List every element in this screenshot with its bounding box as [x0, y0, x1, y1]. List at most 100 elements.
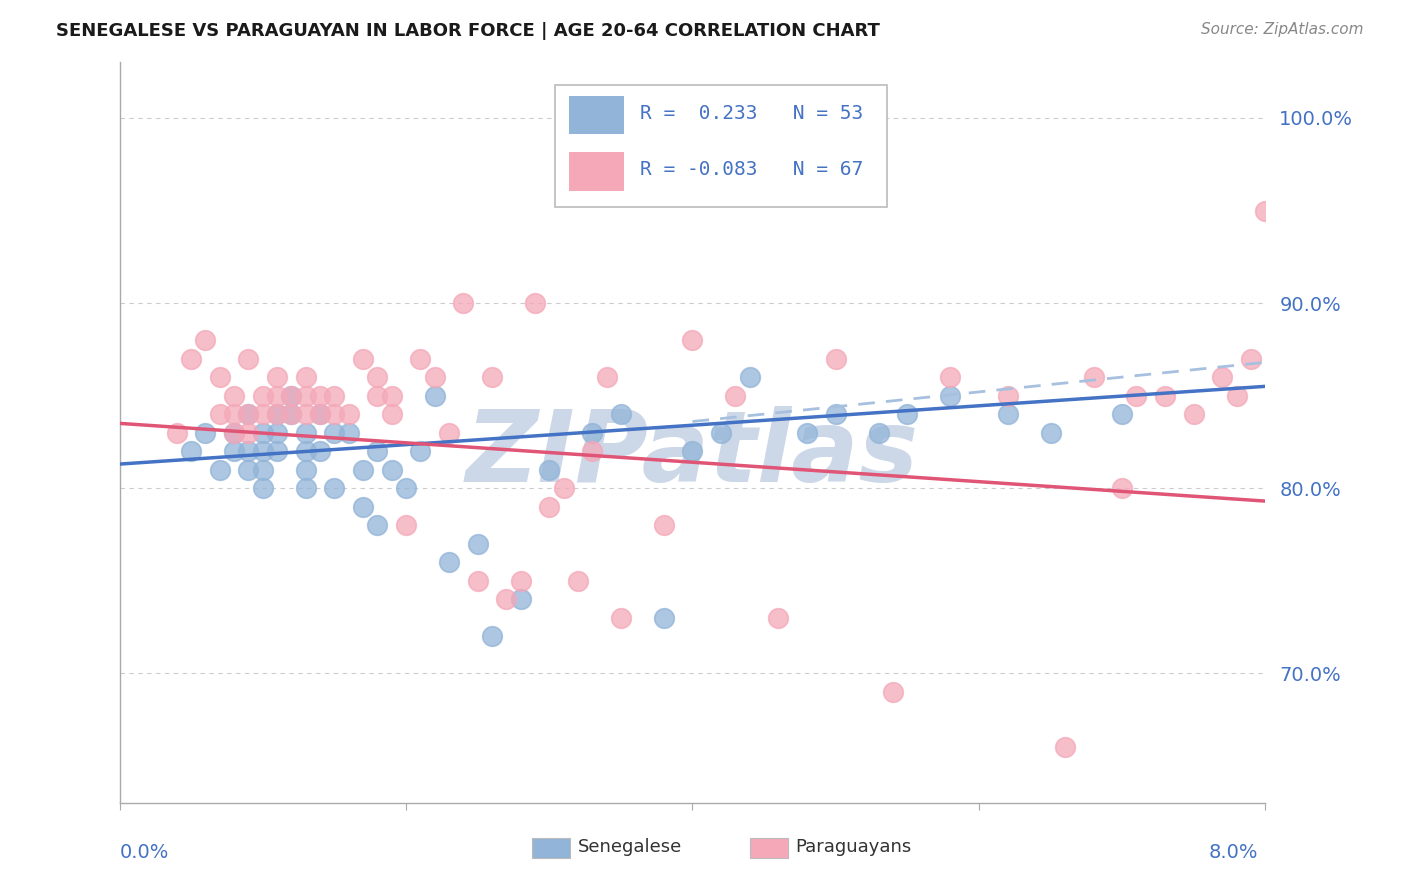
- Point: [337, 407, 360, 421]
- Point: [939, 370, 962, 384]
- Point: [294, 370, 316, 384]
- Point: [868, 425, 890, 440]
- Point: [309, 388, 332, 402]
- Point: [180, 351, 202, 366]
- Point: [238, 425, 260, 440]
- Point: [266, 388, 288, 402]
- Point: [294, 407, 316, 421]
- Point: [824, 351, 846, 366]
- Point: [194, 425, 217, 440]
- Point: [437, 555, 460, 569]
- Point: [1154, 388, 1177, 402]
- Point: [266, 370, 288, 384]
- Point: [768, 610, 790, 624]
- Point: [238, 407, 260, 421]
- Point: [194, 333, 217, 347]
- Point: [180, 444, 202, 458]
- Point: [266, 444, 288, 458]
- Point: [280, 407, 302, 421]
- Point: [294, 388, 316, 402]
- Point: [997, 388, 1019, 402]
- Point: [222, 444, 246, 458]
- Point: [553, 481, 575, 495]
- FancyBboxPatch shape: [531, 838, 569, 858]
- Point: [567, 574, 589, 588]
- Point: [280, 407, 302, 421]
- Point: [437, 425, 460, 440]
- Point: [309, 407, 332, 421]
- Point: [610, 610, 633, 624]
- Text: 0.0%: 0.0%: [120, 843, 169, 862]
- Point: [738, 370, 761, 384]
- Point: [896, 407, 918, 421]
- Point: [1226, 388, 1249, 402]
- Point: [352, 462, 374, 476]
- Point: [423, 370, 446, 384]
- Point: [1125, 388, 1147, 402]
- Point: [222, 425, 246, 440]
- Point: [1111, 407, 1133, 421]
- Point: [352, 500, 374, 514]
- Point: [409, 444, 432, 458]
- Point: [538, 500, 561, 514]
- Point: [238, 444, 260, 458]
- FancyBboxPatch shape: [749, 838, 787, 858]
- Point: [824, 407, 846, 421]
- Point: [481, 629, 503, 643]
- Point: [208, 370, 231, 384]
- Point: [1182, 407, 1205, 421]
- Point: [381, 388, 404, 402]
- Point: [682, 333, 704, 347]
- Point: [495, 592, 517, 607]
- Point: [366, 388, 388, 402]
- Point: [423, 388, 446, 402]
- Point: [509, 574, 531, 588]
- Point: [523, 296, 546, 310]
- Point: [366, 370, 388, 384]
- Point: [323, 481, 346, 495]
- Point: [1211, 370, 1233, 384]
- Point: [222, 388, 246, 402]
- Text: ZIPatlas: ZIPatlas: [465, 407, 920, 503]
- Point: [395, 518, 418, 533]
- Point: [581, 444, 603, 458]
- Point: [381, 407, 404, 421]
- Point: [294, 425, 316, 440]
- Point: [1268, 351, 1291, 366]
- Point: [222, 425, 246, 440]
- Point: [581, 425, 603, 440]
- Point: [395, 481, 418, 495]
- Text: Source: ZipAtlas.com: Source: ZipAtlas.com: [1201, 22, 1364, 37]
- Point: [509, 592, 531, 607]
- Point: [381, 462, 404, 476]
- Point: [481, 370, 503, 384]
- Point: [453, 296, 475, 310]
- Point: [208, 462, 231, 476]
- Point: [366, 518, 388, 533]
- Point: [1111, 481, 1133, 495]
- Point: [997, 407, 1019, 421]
- Point: [252, 462, 274, 476]
- Point: [724, 388, 747, 402]
- Point: [252, 407, 274, 421]
- Point: [252, 388, 274, 402]
- Text: Paraguayans: Paraguayans: [796, 838, 912, 856]
- FancyBboxPatch shape: [568, 95, 624, 135]
- Point: [652, 610, 675, 624]
- Point: [266, 407, 288, 421]
- Point: [294, 462, 316, 476]
- Point: [323, 425, 346, 440]
- Point: [595, 370, 617, 384]
- Point: [538, 462, 561, 476]
- Point: [222, 407, 246, 421]
- Point: [467, 536, 489, 550]
- Point: [266, 407, 288, 421]
- Text: Senegalese: Senegalese: [578, 838, 682, 856]
- Point: [882, 684, 904, 698]
- Point: [309, 407, 332, 421]
- Point: [409, 351, 432, 366]
- Point: [682, 444, 704, 458]
- Text: R =  0.233   N = 53: R = 0.233 N = 53: [640, 104, 863, 123]
- Point: [467, 574, 489, 588]
- Point: [323, 407, 346, 421]
